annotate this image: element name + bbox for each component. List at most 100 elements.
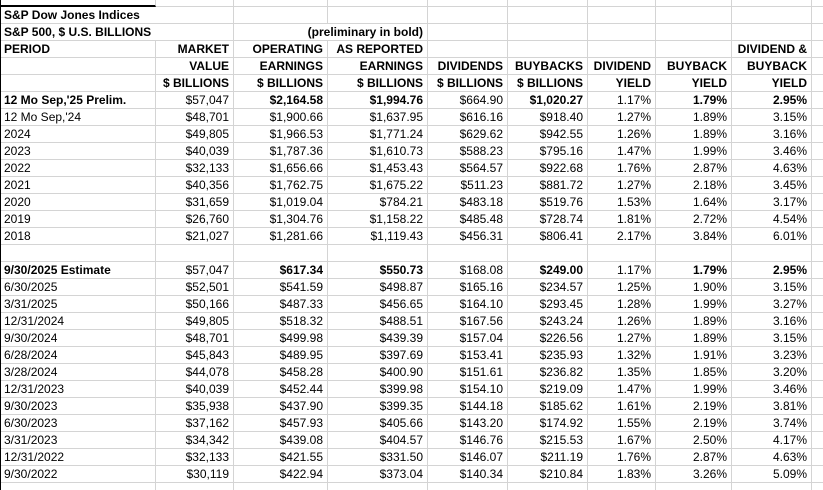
- cell-operating-earnings[interactable]: $1,966.53: [234, 126, 328, 142]
- cell-empty[interactable]: [812, 7, 823, 23]
- header-operating[interactable]: OPERATING: [234, 41, 328, 57]
- cell-dividends[interactable]: $588.23: [428, 143, 508, 159]
- cell-empty[interactable]: [812, 160, 823, 176]
- cell-as-reported-earnings[interactable]: $397.69: [328, 347, 428, 363]
- cell-market-value[interactable]: $48,701: [156, 330, 234, 346]
- cell-buyback-yield[interactable]: 1.85%: [656, 364, 732, 380]
- header-dividends[interactable]: DIVIDENDS: [428, 58, 508, 74]
- cell-operating-earnings[interactable]: $457.93: [234, 415, 328, 431]
- cell-empty[interactable]: [588, 41, 656, 57]
- cell-empty[interactable]: [428, 0, 508, 7]
- cell-dividends[interactable]: $664.90: [428, 92, 508, 108]
- cell-dividends[interactable]: $144.18: [428, 398, 508, 414]
- cell-dividends[interactable]: $154.10: [428, 381, 508, 397]
- cell-as-reported-earnings[interactable]: $1,453.43: [328, 160, 428, 176]
- cell-dividend-yield[interactable]: 1.61%: [588, 398, 656, 414]
- cell-market-value[interactable]: $52,501: [156, 279, 234, 295]
- cell-period[interactable]: 3/31/2023: [1, 432, 156, 448]
- cell-operating-earnings[interactable]: $1,281.66: [234, 228, 328, 244]
- cell-market-value[interactable]: $32,133: [156, 449, 234, 465]
- cell-dividends[interactable]: $165.16: [428, 279, 508, 295]
- cell-dividend-and-buyback-yield[interactable]: 4.63%: [732, 160, 812, 176]
- cell-empty[interactable]: [812, 75, 823, 91]
- cell-market-value[interactable]: $35,938: [156, 398, 234, 414]
- cell-as-reported-earnings[interactable]: $550.73: [328, 262, 428, 278]
- cell-as-reported-earnings[interactable]: $439.39: [328, 330, 428, 346]
- cell-empty[interactable]: [812, 279, 823, 295]
- cell-market-value[interactable]: $26,760: [156, 211, 234, 227]
- cell-dividends[interactable]: $511.23: [428, 177, 508, 193]
- cell-dividend-and-buyback-yield[interactable]: 3.46%: [732, 143, 812, 159]
- cell-dividend-and-buyback-yield[interactable]: 2.95%: [732, 92, 812, 108]
- header-earnings-op[interactable]: EARNINGS: [234, 58, 328, 74]
- cell-empty[interactable]: [656, 483, 732, 490]
- cell-dividend-yield[interactable]: 2.17%: [588, 228, 656, 244]
- header-as-reported[interactable]: AS REPORTED: [328, 41, 428, 57]
- cell-operating-earnings[interactable]: $617.34: [234, 262, 328, 278]
- cell-buyback-yield[interactable]: 1.89%: [656, 126, 732, 142]
- cell-buyback-yield[interactable]: 1.99%: [656, 381, 732, 397]
- cell-buybacks[interactable]: $185.62: [508, 398, 588, 414]
- cell-market-value[interactable]: $21,027: [156, 228, 234, 244]
- cell-buyback-yield[interactable]: 2.19%: [656, 398, 732, 414]
- cell-dividend-yield[interactable]: 1.35%: [588, 364, 656, 380]
- cell-empty[interactable]: [732, 483, 812, 490]
- header-yield-2[interactable]: YIELD: [656, 75, 732, 91]
- cell-as-reported-earnings[interactable]: $784.21: [328, 194, 428, 210]
- cell-empty[interactable]: [656, 0, 732, 7]
- cell-buybacks[interactable]: $211.19: [508, 449, 588, 465]
- cell-buyback-yield[interactable]: 3.84%: [656, 228, 732, 244]
- cell-dividends[interactable]: $146.07: [428, 449, 508, 465]
- cell-buyback-yield[interactable]: 1.90%: [656, 279, 732, 295]
- cell-buybacks[interactable]: $728.74: [508, 211, 588, 227]
- cell-market-value[interactable]: $48,701: [156, 109, 234, 125]
- cell-period[interactable]: 3/28/2024: [1, 364, 156, 380]
- cell-as-reported-earnings[interactable]: $1,610.73: [328, 143, 428, 159]
- cell-buybacks[interactable]: $174.92: [508, 415, 588, 431]
- cell-buyback-yield[interactable]: 1.89%: [656, 330, 732, 346]
- cell-operating-earnings[interactable]: $1,900.66: [234, 109, 328, 125]
- cell-empty[interactable]: [428, 24, 508, 40]
- cell-operating-earnings[interactable]: $1,019.04: [234, 194, 328, 210]
- cell-empty[interactable]: [812, 432, 823, 448]
- cell-dividend-yield[interactable]: 1.53%: [588, 194, 656, 210]
- cell-buyback-yield[interactable]: 2.72%: [656, 211, 732, 227]
- cell-period[interactable]: 2018: [1, 228, 156, 244]
- cell-dividend-yield[interactable]: 1.26%: [588, 313, 656, 329]
- cell-empty[interactable]: [428, 7, 508, 23]
- cell-dividend-yield[interactable]: 1.27%: [588, 330, 656, 346]
- cell-dividends[interactable]: $456.31: [428, 228, 508, 244]
- cell-buybacks[interactable]: $918.40: [508, 109, 588, 125]
- cell-operating-earnings[interactable]: $437.90: [234, 398, 328, 414]
- cell-empty[interactable]: [812, 177, 823, 193]
- cell-empty[interactable]: [812, 483, 823, 490]
- cell-buybacks[interactable]: [508, 245, 588, 261]
- cell-empty[interactable]: [812, 58, 823, 74]
- cell-buyback-yield[interactable]: 1.64%: [656, 194, 732, 210]
- sheet-subtitle[interactable]: S&P 500, $ U.S. BILLIONS: [1, 24, 234, 40]
- cell-as-reported-earnings[interactable]: $399.98: [328, 381, 428, 397]
- cell-operating-earnings[interactable]: $1,787.36: [234, 143, 328, 159]
- cell-market-value[interactable]: $32,133: [156, 160, 234, 176]
- cell-operating-earnings[interactable]: $1,304.76: [234, 211, 328, 227]
- cell-operating-earnings[interactable]: [234, 245, 328, 261]
- cell-buybacks[interactable]: $236.82: [508, 364, 588, 380]
- header-billions-3[interactable]: $ BILLIONS: [328, 75, 428, 91]
- header-billions-2[interactable]: $ BILLIONS: [234, 75, 328, 91]
- cell-period[interactable]: 2024: [1, 126, 156, 142]
- cell-empty[interactable]: [812, 109, 823, 125]
- cell-dividend-yield[interactable]: 1.47%: [588, 143, 656, 159]
- cell-dividend-yield[interactable]: 1.27%: [588, 109, 656, 125]
- cell-market-value[interactable]: $40,039: [156, 143, 234, 159]
- cell-dividends[interactable]: $168.08: [428, 262, 508, 278]
- cell-buybacks[interactable]: $210.84: [508, 466, 588, 482]
- cell-empty[interactable]: [812, 330, 823, 346]
- cell-buybacks[interactable]: $249.00: [508, 262, 588, 278]
- sheet-title[interactable]: S&P Dow Jones Indices: [1, 7, 234, 23]
- header-billions-1[interactable]: $ BILLIONS: [156, 75, 234, 91]
- cell-as-reported-earnings[interactable]: $1,637.95: [328, 109, 428, 125]
- cell-operating-earnings[interactable]: $1,656.66: [234, 160, 328, 176]
- cell-period[interactable]: 9/30/2025 Estimate: [1, 262, 156, 278]
- cell-dividend-yield[interactable]: 1.28%: [588, 296, 656, 312]
- cell-market-value[interactable]: $30,119: [156, 466, 234, 482]
